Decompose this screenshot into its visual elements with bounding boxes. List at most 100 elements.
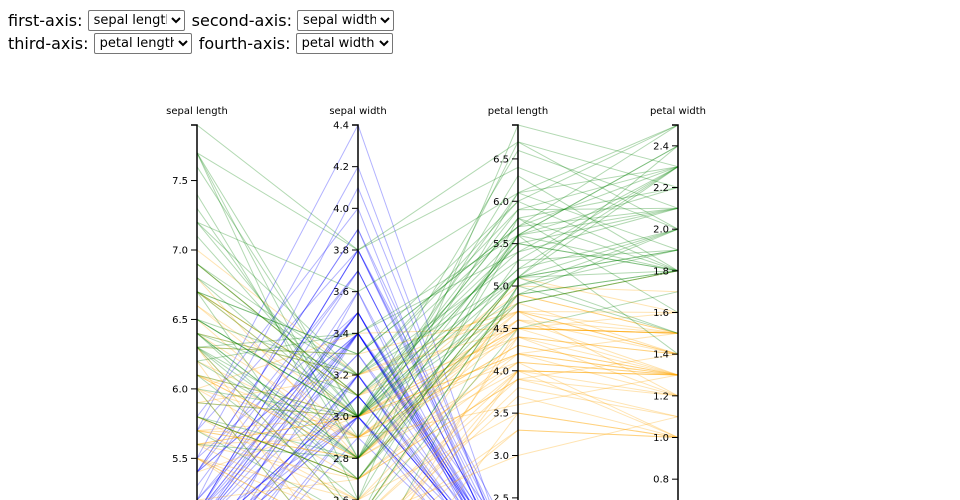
axis-line — [672, 124, 679, 500]
axis-petal-width[interactable]: petal width 0.8 1.0 1.2 1.4 1.6 1.8 2.0 2.2 2.4 — [650, 106, 706, 500]
data-line-virginica — [196, 207, 679, 460]
tick-label: 6.5 — [493, 154, 509, 165]
second-axis-label: second-axis: — [191, 11, 292, 30]
data-line-setosa — [196, 311, 470, 500]
tick-label: 2.8 — [333, 454, 349, 465]
second-axis-select[interactable]: sepal lengthsepal widthpetal lengthpetal… — [297, 10, 395, 31]
axis-petal-length[interactable]: petal length 2.5 3.0 3.5 4.0 4.5 5.0 5.5 6.0 6.5 — [488, 106, 548, 500]
data-line-virginica — [196, 228, 679, 459]
first-axis-select[interactable]: sepal lengthsepal widthpetal lengthpetal… — [87, 10, 185, 31]
tick-label: 1.2 — [653, 391, 669, 402]
series-virginica — [196, 124, 679, 500]
data-line-virginica — [196, 124, 679, 355]
data-line-setosa — [196, 249, 486, 500]
data-line-virginica — [196, 145, 679, 459]
data-line-setosa — [204, 248, 479, 500]
data-line-versicolor — [196, 412, 679, 500]
data-line-setosa — [196, 332, 466, 500]
tick-label: 6.0 — [172, 384, 188, 395]
data-line-setosa — [217, 311, 464, 500]
tick-label: 3.5 — [493, 409, 509, 420]
tick-label: 5.5 — [493, 239, 509, 250]
tick-label: 3.0 — [493, 451, 509, 462]
data-line-versicolor — [196, 270, 679, 404]
data-line-setosa — [196, 269, 477, 500]
data-line-versicolor — [196, 370, 679, 500]
data-line-versicolor — [196, 327, 679, 473]
data-line-setosa — [242, 395, 448, 500]
data-line-setosa — [236, 416, 444, 500]
third-axis-select[interactable]: sepal lengthsepal widthpetal lengthpetal… — [93, 33, 192, 54]
data-line-versicolor — [196, 361, 679, 445]
data-line-versicolor — [196, 319, 679, 418]
data-line-virginica — [196, 249, 679, 500]
data-line-virginica — [374, 291, 679, 500]
data-line-virginica — [196, 228, 679, 500]
data-line-setosa — [196, 123, 490, 500]
data-line-versicolor — [196, 370, 679, 500]
data-line-versicolor — [196, 327, 679, 439]
data-line-setosa — [196, 165, 485, 500]
axis-sepal-width[interactable]: sepal width 2.6 2.8 3.0 3.2 3.4 3.6 3.8 4.0 4.2 4.… — [329, 106, 387, 500]
data-line-setosa — [217, 311, 474, 500]
data-line-virginica — [196, 249, 679, 480]
data-line-virginica — [196, 152, 679, 418]
data-line-setosa — [204, 248, 482, 500]
data-line-setosa — [250, 332, 463, 500]
axis-sepal-length[interactable]: sepal length 5.5 6.0 6.5 7.0 7.5 — [166, 106, 228, 500]
data-line-virginica — [196, 124, 679, 500]
data-line-virginica — [196, 243, 679, 418]
data-line-versicolor — [196, 276, 679, 480]
tick-label: 6.5 — [172, 315, 188, 326]
data-line-virginica — [196, 175, 679, 439]
axis-controls: first-axis: sepal lengthsepal widthpetal… — [8, 8, 396, 54]
data-line-versicolor — [196, 374, 679, 445]
data-line-virginica — [196, 249, 679, 480]
controls-row-1: first-axis: sepal lengthsepal widthpetal… — [8, 8, 396, 31]
data-line-versicolor — [196, 370, 679, 500]
data-line-versicolor — [196, 263, 679, 397]
data-line-versicolor — [196, 353, 679, 439]
data-line-virginica — [196, 270, 679, 418]
data-line-versicolor — [196, 310, 679, 355]
data-line-versicolor — [196, 353, 679, 500]
data-line-versicolor — [416, 429, 679, 500]
data-line-virginica — [196, 234, 679, 500]
data-line-versicolor — [196, 277, 679, 460]
axis-line — [512, 124, 519, 500]
data-line-setosa — [222, 353, 458, 500]
data-line-virginica — [196, 141, 679, 460]
data-line-virginica — [196, 166, 679, 376]
tick-label: 2.5 — [493, 493, 509, 500]
data-line-setosa — [272, 374, 448, 500]
fourth-axis-select[interactable]: sepal lengthsepal widthpetal lengthpetal… — [295, 33, 393, 54]
data-line-virginica — [196, 228, 679, 418]
data-line-virginica — [196, 217, 679, 500]
data-line-versicolor — [196, 305, 679, 439]
data-line-versicolor — [196, 361, 679, 480]
data-line-versicolor — [196, 378, 679, 480]
data-line-setosa — [196, 311, 464, 500]
axis-title: petal width — [650, 106, 706, 117]
axis-line — [352, 124, 359, 500]
data-line-versicolor — [196, 336, 679, 500]
data-line-versicolor — [196, 353, 679, 432]
first-axis-label: first-axis: — [8, 11, 83, 30]
tick-label: 2.4 — [653, 141, 669, 152]
data-line-versicolor — [196, 370, 679, 500]
data-line-versicolor — [196, 291, 679, 397]
data-line-setosa — [196, 332, 474, 500]
data-line-setosa — [219, 332, 466, 500]
tick-label: 1.4 — [653, 350, 669, 361]
tick-label: 3.2 — [333, 371, 349, 382]
data-line-setosa — [215, 290, 470, 500]
data-line-setosa — [253, 374, 460, 500]
data-line-setosa — [236, 332, 483, 500]
data-line-virginica — [196, 166, 679, 362]
data-line-setosa — [196, 228, 476, 500]
data-line-setosa — [196, 269, 477, 500]
data-line-versicolor — [196, 332, 679, 418]
tick-label: 1.8 — [653, 266, 669, 277]
axis-line — [191, 124, 198, 500]
